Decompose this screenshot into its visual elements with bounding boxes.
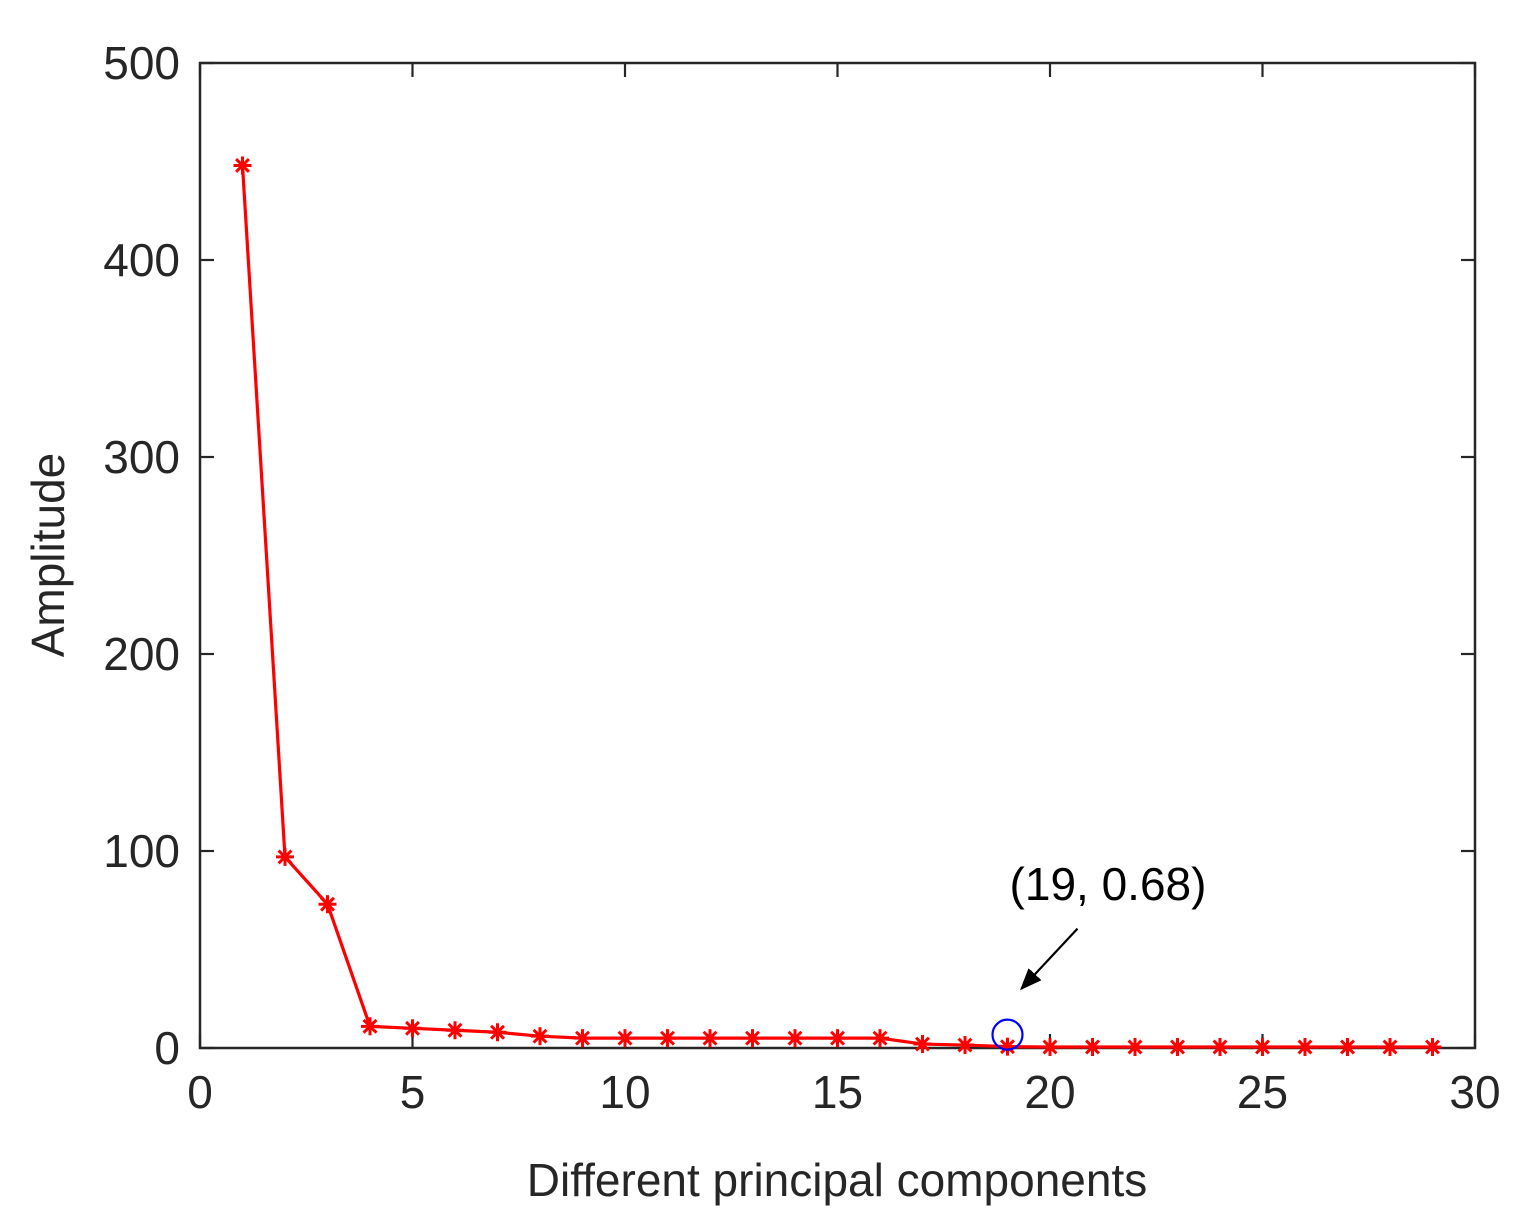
y-tick-label: 0 <box>154 1022 180 1074</box>
x-tick-label: 5 <box>400 1066 426 1118</box>
x-tick-label: 10 <box>599 1066 650 1118</box>
marker-stroke <box>660 1030 675 1046</box>
marker-stroke <box>362 1018 378 1034</box>
data-point-marker <box>913 1035 932 1054</box>
marker-stroke <box>702 1030 718 1046</box>
marker-stroke <box>1042 1039 1058 1055</box>
annotation-arrow <box>1019 927 1079 991</box>
x-tick-label: 30 <box>1449 1066 1500 1118</box>
marker-stroke <box>1255 1039 1270 1055</box>
marker-stroke <box>1000 1039 1015 1055</box>
data-point-marker <box>531 1027 549 1046</box>
x-tick-label: 25 <box>1237 1066 1288 1118</box>
marker-stroke <box>320 896 335 912</box>
marker-stroke <box>872 1030 888 1046</box>
y-axis-title: Amplitude <box>22 453 74 658</box>
data-point-marker <box>1041 1038 1059 1057</box>
data-point-marker <box>488 1023 507 1042</box>
marker-stroke <box>235 157 250 173</box>
marker-stroke <box>532 1028 548 1044</box>
y-tick-label: 100 <box>103 825 180 877</box>
data-point-marker <box>233 156 252 175</box>
data-point-marker <box>318 895 337 914</box>
y-tick-label: 200 <box>103 628 180 680</box>
marker-stroke <box>490 1024 505 1040</box>
data-point-marker <box>998 1037 1017 1056</box>
marker-stroke <box>745 1030 760 1046</box>
marker-stroke <box>405 1020 420 1036</box>
data-point-marker <box>1381 1038 1399 1057</box>
marker-stroke <box>1425 1039 1440 1055</box>
data-point-marker <box>828 1029 847 1048</box>
data-point-marker <box>361 1017 379 1036</box>
marker-stroke <box>1212 1039 1228 1055</box>
marker-stroke <box>575 1030 590 1046</box>
data-point-marker <box>658 1029 677 1048</box>
y-tick-label: 400 <box>103 234 180 286</box>
marker-stroke <box>830 1030 845 1046</box>
annotation-layer: (19, 0.68) <box>1010 858 1207 991</box>
data-point-marker <box>1253 1038 1272 1057</box>
marker-stroke <box>277 849 293 865</box>
data-point-marker <box>276 847 294 866</box>
annotation-label: (19, 0.68) <box>1010 858 1207 910</box>
marker-stroke <box>957 1037 973 1053</box>
data-point-marker <box>1211 1038 1229 1057</box>
marker-stroke <box>1127 1039 1143 1055</box>
plot-area <box>198 61 1477 1050</box>
data-point-marker <box>403 1019 422 1038</box>
marker-stroke <box>1085 1039 1100 1055</box>
data-point-marker <box>446 1021 464 1040</box>
marker-stroke <box>787 1030 803 1046</box>
marker-stroke <box>1170 1039 1185 1055</box>
data-point-marker <box>573 1029 592 1048</box>
data-point-marker <box>743 1029 762 1048</box>
data-point-marker <box>786 1029 804 1048</box>
data-point-marker <box>1423 1038 1442 1057</box>
marker-stroke <box>617 1030 633 1046</box>
data-point-marker <box>1126 1038 1144 1057</box>
marker-stroke <box>1340 1039 1355 1055</box>
data-point-marker <box>1083 1038 1102 1057</box>
data-point-marker <box>1338 1038 1357 1057</box>
marker-stroke <box>447 1022 463 1038</box>
data-point-marker <box>956 1036 974 1055</box>
data-point-marker <box>1168 1038 1187 1057</box>
y-tick-label: 500 <box>103 37 180 89</box>
x-axis-title: Different principal components <box>527 1154 1147 1206</box>
marker-stroke <box>915 1036 930 1052</box>
data-point-marker <box>1296 1038 1314 1057</box>
marker-stroke <box>1297 1039 1313 1055</box>
y-tick-label: 300 <box>103 431 180 483</box>
x-tick-label: 20 <box>1024 1066 1075 1118</box>
x-tick-label: 0 <box>187 1066 213 1118</box>
data-point-marker <box>616 1029 634 1048</box>
data-point-marker <box>701 1029 719 1048</box>
highlight-circle <box>991 1018 1024 1051</box>
markers-layer <box>233 156 1442 1057</box>
x-tick-label: 15 <box>812 1066 863 1118</box>
marker-stroke <box>1382 1039 1398 1055</box>
data-point-marker <box>871 1029 889 1048</box>
